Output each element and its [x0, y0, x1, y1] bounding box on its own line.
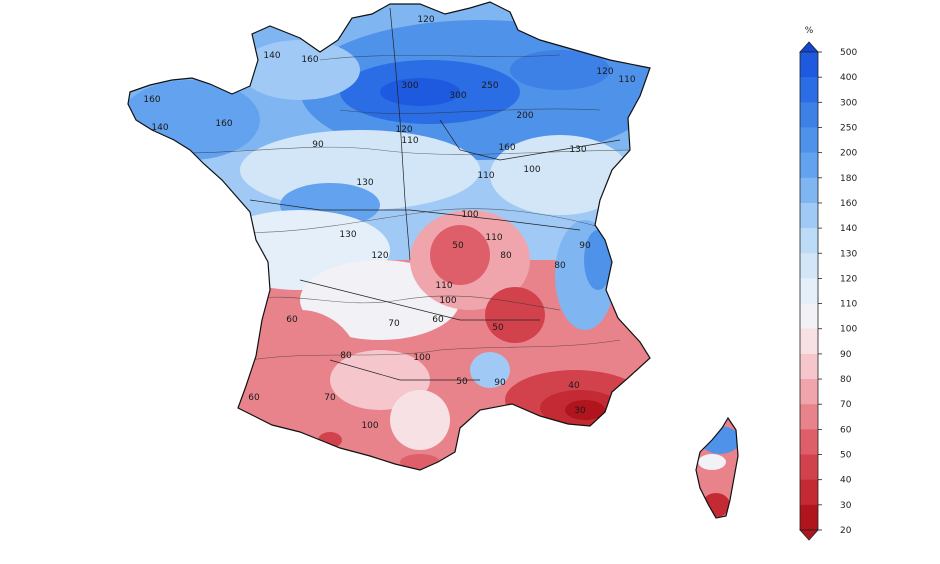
legend-swatch: [800, 353, 818, 380]
legend-arrow-top: [799, 41, 819, 53]
legend-swatch: [800, 77, 818, 103]
contour-label: 140: [263, 51, 280, 61]
legend-swatch: [800, 504, 818, 531]
contour-label: 140: [151, 123, 168, 133]
corsica: [695, 416, 739, 519]
legend-swatch: [800, 127, 818, 154]
legend-swatch: [800, 202, 818, 229]
contour-label: 100: [361, 421, 378, 431]
contour-label: 110: [435, 281, 452, 291]
contour-label: 160: [215, 119, 232, 129]
contour-label: 250: [481, 81, 498, 91]
contour-label: 100: [439, 296, 456, 306]
contour-label: 80: [340, 351, 352, 361]
legend-label: 400: [840, 73, 857, 83]
contour-label: 130: [356, 178, 373, 188]
legend-label: 30: [840, 501, 852, 511]
contour-label: 130: [569, 145, 586, 155]
legend-label: 120: [840, 274, 857, 284]
contour-label: 160: [143, 95, 160, 105]
legend-label: 70: [840, 400, 852, 410]
contour-label: 110: [618, 75, 635, 85]
legend-label: 90: [840, 350, 852, 360]
legend-label: 200: [840, 149, 857, 159]
legend-swatch: [800, 102, 818, 128]
legend-label: 100: [840, 325, 857, 335]
legend-swatch: [800, 479, 818, 506]
contour-label: 40: [568, 381, 580, 391]
legend-label: 130: [840, 249, 857, 259]
contour-label: 300: [401, 81, 418, 91]
contour-label: 120: [395, 125, 412, 135]
contour-label: 100: [413, 353, 430, 363]
contour-label: 110: [401, 136, 418, 146]
contour-label: 60: [286, 315, 298, 325]
contour-label: 60: [248, 393, 260, 403]
contour-label: 50: [456, 377, 468, 387]
contour-label: 110: [485, 233, 502, 243]
legend-label: 20: [840, 526, 852, 536]
legend-labels: 500 400 300 250 200 180 160 140 130 120 110 100 90 80…: [818, 48, 857, 536]
contour-label: 120: [371, 251, 388, 261]
legend-label: 140: [840, 224, 857, 234]
contour-label: 80: [554, 261, 566, 271]
contour-label: 110: [477, 171, 494, 181]
contour-label: 120: [596, 67, 613, 77]
contour-label: 100: [461, 210, 478, 220]
contour-label: 130: [339, 230, 356, 240]
contour-label: 90: [312, 140, 324, 150]
legend-label: 50: [840, 451, 852, 461]
legend-swatch: [800, 429, 818, 456]
legend-swatch: [800, 152, 818, 179]
legend-label: 80: [840, 375, 852, 385]
contour-label: 30: [574, 406, 586, 416]
legend-label: 500: [840, 48, 857, 58]
legend-color-bar: [799, 41, 819, 541]
legend-label: 160: [840, 199, 857, 209]
contour-label: 60: [432, 315, 444, 325]
contour-label: 90: [579, 241, 591, 251]
contour-label: 80: [500, 251, 512, 261]
contour-label: 200: [516, 111, 533, 121]
contour-label: 120: [417, 15, 434, 25]
legend-swatch: [800, 278, 818, 305]
legend-swatch: [800, 454, 818, 481]
contour-label: 160: [498, 143, 515, 153]
legend-swatch: [800, 52, 818, 78]
legend-label: 60: [840, 425, 852, 435]
contour-label: 160: [301, 55, 318, 65]
legend-swatch: [800, 228, 818, 254]
legend-unit: %: [805, 26, 814, 36]
legend-swatch: [800, 404, 818, 430]
legend-swatch: [800, 253, 818, 279]
contour-label: 70: [388, 319, 400, 329]
contour-label: 100: [523, 165, 540, 175]
contour-label: 300: [449, 91, 466, 101]
legend-label: 250: [840, 123, 857, 133]
legend-swatch: [800, 328, 818, 355]
legend-swatch: [800, 177, 818, 204]
contour-label: 70: [324, 393, 336, 403]
legend-label: 180: [840, 174, 857, 184]
legend-swatch: [800, 379, 818, 405]
contour-label: 50: [452, 241, 464, 251]
color-legend: % 500 400 300 250 200 180 160 140 130 120 110 100 90…: [799, 26, 857, 541]
legend-label: 300: [840, 98, 857, 108]
legend-swatch: [800, 303, 818, 330]
legend-label: 40: [840, 476, 852, 486]
contour-label: 50: [492, 323, 504, 333]
contour-label: 90: [494, 378, 506, 388]
legend-label: 110: [840, 300, 857, 310]
legend-arrow-bottom: [799, 529, 819, 541]
